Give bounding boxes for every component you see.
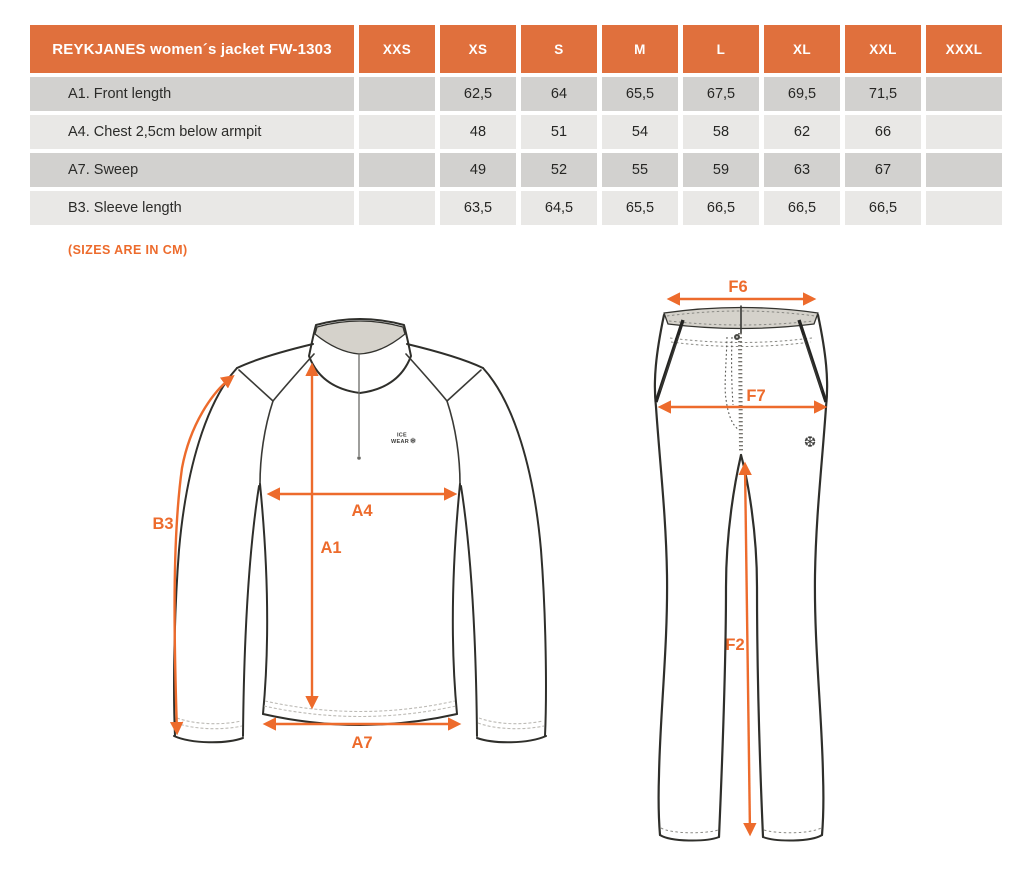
size-header-xxl: XXL bbox=[845, 25, 921, 73]
f2-arrow bbox=[738, 461, 757, 837]
jacket-drawing bbox=[173, 318, 547, 744]
size-value: 66 bbox=[845, 115, 921, 149]
pants-measurements: F6 F7 F2 bbox=[657, 278, 828, 837]
size-value: 51 bbox=[521, 115, 597, 149]
row-label: A4. Chest 2,5cm below armpit bbox=[30, 115, 354, 149]
size-header-m: M bbox=[602, 25, 678, 73]
size-value bbox=[926, 191, 1002, 225]
jacket-measurements: B3 A4 A1 A7 bbox=[152, 362, 462, 752]
size-value: 59 bbox=[683, 153, 759, 187]
snowflake-icon: ❅ bbox=[410, 437, 417, 446]
size-value: 62 bbox=[764, 115, 840, 149]
pants-left-leg bbox=[653, 313, 669, 837]
size-value: 66,5 bbox=[845, 191, 921, 225]
size-value: 54 bbox=[602, 115, 678, 149]
size-value bbox=[926, 115, 1002, 149]
size-value: 58 bbox=[683, 115, 759, 149]
table-title: REYKJANES women´s jacket FW-1303 bbox=[30, 25, 354, 73]
f7-label: F7 bbox=[746, 387, 765, 405]
size-value: 69,5 bbox=[764, 77, 840, 111]
size-header-s: S bbox=[521, 25, 597, 73]
b3-arrow bbox=[169, 374, 235, 736]
a7-label: A7 bbox=[351, 734, 372, 752]
size-value: 71,5 bbox=[845, 77, 921, 111]
jacket-diagram: ICE WEAR ❅ B3 A4 A1 A7 bbox=[152, 318, 547, 752]
size-value bbox=[926, 77, 1002, 111]
brand-line2: WEAR bbox=[391, 439, 409, 445]
size-value bbox=[359, 77, 435, 111]
size-value bbox=[359, 115, 435, 149]
f6-label: F6 bbox=[728, 278, 747, 296]
pants-fly-zipper bbox=[738, 332, 743, 452]
f2-label: F2 bbox=[725, 636, 744, 654]
size-value: 64 bbox=[521, 77, 597, 111]
size-header-xxxl: XXXL bbox=[926, 25, 1002, 73]
a4-label: A4 bbox=[351, 502, 373, 520]
size-header-xs: XS bbox=[440, 25, 516, 73]
a1-label: A1 bbox=[320, 539, 341, 557]
jacket-body bbox=[259, 483, 269, 715]
pants-right-leg bbox=[813, 313, 829, 837]
size-value: 63 bbox=[764, 153, 840, 187]
pants-drawing: ❆ bbox=[653, 305, 829, 842]
size-value bbox=[926, 153, 1002, 187]
icewear-logo: ICE WEAR ❅ bbox=[391, 433, 417, 446]
size-value bbox=[359, 153, 435, 187]
jacket-right-sleeve bbox=[482, 367, 547, 737]
jacket-left-sleeve bbox=[173, 367, 238, 737]
size-chart-table: REYKJANES women´s jacket FW-1303 XXS XS … bbox=[30, 25, 1002, 225]
jacket-collar-inner bbox=[314, 320, 406, 355]
size-value: 62,5 bbox=[440, 77, 516, 111]
pants-diagram: ❆ F6 F7 F2 bbox=[653, 278, 829, 842]
size-value: 66,5 bbox=[764, 191, 840, 225]
size-value: 64,5 bbox=[521, 191, 597, 225]
size-value: 49 bbox=[440, 153, 516, 187]
size-value: 63,5 bbox=[440, 191, 516, 225]
brand-line1: ICE bbox=[397, 433, 407, 439]
size-value: 67 bbox=[845, 153, 921, 187]
size-value: 48 bbox=[440, 115, 516, 149]
size-header-l: L bbox=[683, 25, 759, 73]
size-value: 65,5 bbox=[602, 191, 678, 225]
size-value: 55 bbox=[602, 153, 678, 187]
b3-label: B3 bbox=[152, 515, 173, 533]
snowflake-icon: ❆ bbox=[804, 434, 817, 451]
size-header-xl: XL bbox=[764, 25, 840, 73]
row-label: A7. Sweep bbox=[30, 153, 354, 187]
size-value: 67,5 bbox=[683, 77, 759, 111]
row-label: A1. Front length bbox=[30, 77, 354, 111]
sizes-unit-note: (SIZES ARE IN CM) bbox=[68, 243, 188, 257]
size-value: 65,5 bbox=[602, 77, 678, 111]
size-value: 66,5 bbox=[683, 191, 759, 225]
size-value: 52 bbox=[521, 153, 597, 187]
size-value bbox=[359, 191, 435, 225]
size-header-xxs: XXS bbox=[359, 25, 435, 73]
row-label: B3. Sleeve length bbox=[30, 191, 354, 225]
